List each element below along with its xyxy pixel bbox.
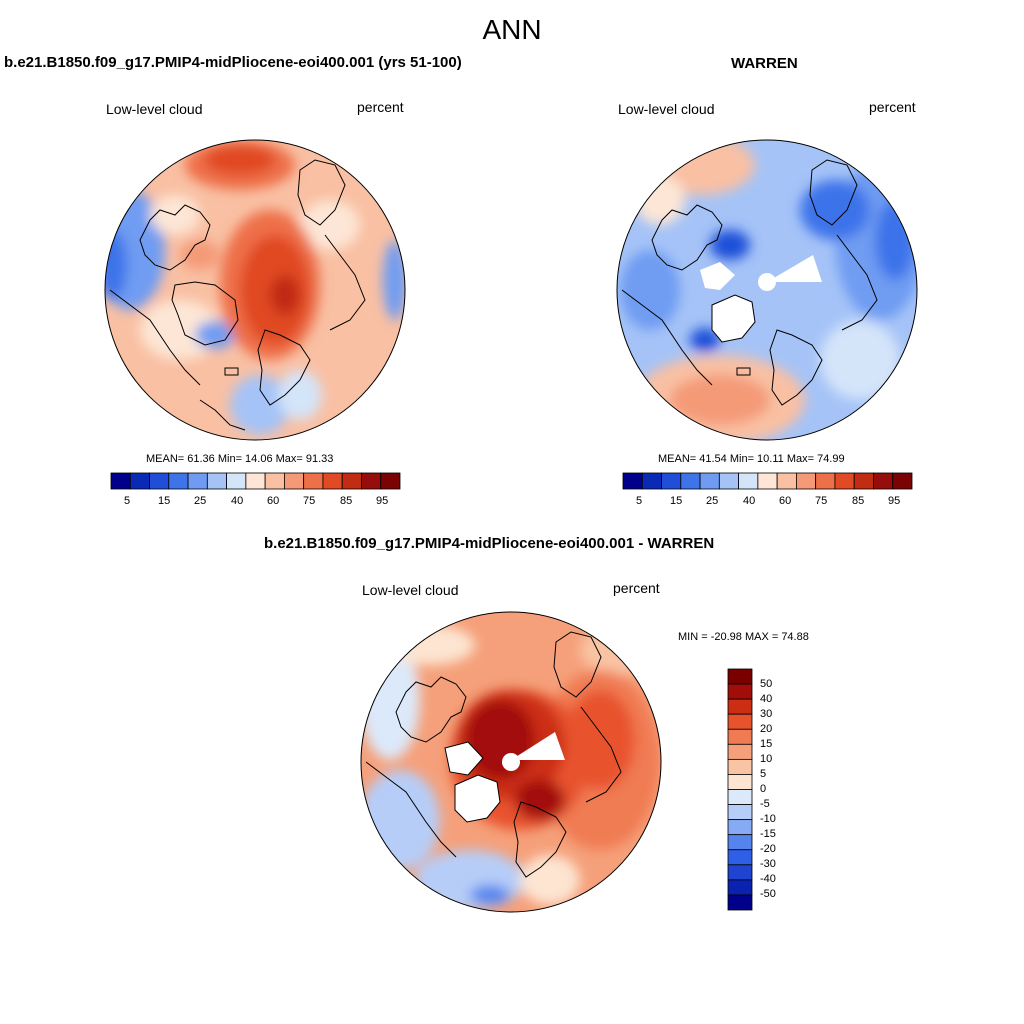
colorbar-tick: 75 xyxy=(303,495,316,507)
colorbar-tick: 5 xyxy=(760,768,767,780)
colorbar-swatch xyxy=(245,472,266,490)
colorbar-swatch xyxy=(380,472,401,490)
colorbar-tick: -50 xyxy=(760,888,776,900)
colorbar-swatch xyxy=(727,668,753,685)
colorbar-tick: -5 xyxy=(760,798,770,810)
colorbar-tick: 15 xyxy=(670,495,683,507)
panel1-title: b.e21.B1850.f09_g17.PMIP4-midPliocene-eo… xyxy=(4,54,462,71)
colorbar-swatch xyxy=(661,472,682,490)
colorbar-swatch xyxy=(264,472,285,490)
colorbar-swatch xyxy=(727,774,753,790)
panel1-map xyxy=(104,139,406,441)
panel3-map xyxy=(360,611,662,913)
colorbar-swatch xyxy=(727,879,753,896)
colorbar-swatch xyxy=(834,472,855,490)
colorbar-swatch xyxy=(727,683,753,700)
colorbar-tick: -30 xyxy=(760,858,776,870)
colorbar-tick: 40 xyxy=(743,495,756,507)
colorbar-swatch xyxy=(727,834,753,851)
panel1-variable-label: Low-level cloud xyxy=(106,101,203,117)
panel3-minmax: MIN = -20.98 MAX = 74.88 xyxy=(678,631,809,643)
colorbar-swatch xyxy=(727,849,753,866)
colorbar-tick: 25 xyxy=(194,495,207,507)
colorbar-swatch xyxy=(776,472,797,490)
panel3-title: b.e21.B1850.f09_g17.PMIP4-midPliocene-eo… xyxy=(264,535,715,552)
colorbar-tick: 15 xyxy=(760,738,773,750)
colorbar-swatch xyxy=(727,819,753,836)
colorbar-swatch xyxy=(727,804,753,821)
colorbar-swatch xyxy=(226,472,247,490)
colorbar-swatch xyxy=(322,472,343,490)
colorbar-tick: 40 xyxy=(231,495,244,507)
colorbar-tick: 30 xyxy=(760,708,773,720)
colorbar-swatch xyxy=(303,472,324,490)
colorbar-tick: 95 xyxy=(888,495,901,507)
colorbar-tick: 40 xyxy=(760,693,773,705)
panel1-stats: MEAN= 61.36 Min= 14.06 Max= 91.33 xyxy=(146,453,334,465)
panel1-units-label: percent xyxy=(357,99,404,115)
colorbar-tick: -10 xyxy=(760,813,776,825)
colorbar-swatch xyxy=(892,472,913,490)
colorbar-tick: 95 xyxy=(376,495,389,507)
colorbar-swatch xyxy=(718,472,739,490)
panel3-colorbar xyxy=(727,668,753,911)
colorbar-swatch xyxy=(361,472,382,490)
colorbar-swatch xyxy=(815,472,836,490)
colorbar-swatch xyxy=(727,743,753,760)
panel2-stats: MEAN= 41.54 Min= 10.11 Max= 74.99 xyxy=(658,453,845,465)
colorbar-swatch xyxy=(168,472,189,490)
colorbar-swatch xyxy=(727,698,753,715)
colorbar-swatch xyxy=(622,472,643,490)
colorbar-swatch xyxy=(727,864,753,881)
colorbar-swatch xyxy=(727,728,753,745)
panel3-units-label: percent xyxy=(613,580,660,596)
panel2-map xyxy=(616,139,918,441)
colorbar-swatch xyxy=(641,472,662,490)
colorbar-tick: 60 xyxy=(267,495,280,507)
colorbar-tick: -40 xyxy=(760,873,776,885)
panel1-colorbar xyxy=(110,472,401,490)
colorbar-tick: 50 xyxy=(760,678,773,690)
colorbar-tick: 15 xyxy=(158,495,171,507)
colorbar-tick: 5 xyxy=(636,495,643,507)
colorbar-tick: 75 xyxy=(815,495,828,507)
colorbar-tick: 0 xyxy=(760,783,767,795)
panel2-title: WARREN xyxy=(731,55,798,72)
colorbar-tick: 85 xyxy=(852,495,865,507)
colorbar-swatch xyxy=(283,472,305,490)
colorbar-swatch xyxy=(727,758,753,775)
colorbar-tick: 25 xyxy=(706,495,719,507)
colorbar-tick: -20 xyxy=(760,843,776,855)
colorbar-tick: 20 xyxy=(760,723,773,735)
colorbar-tick: 10 xyxy=(760,753,773,765)
colorbar-swatch xyxy=(727,789,753,805)
panel2-units-label: percent xyxy=(869,99,916,115)
colorbar-tick: -15 xyxy=(760,828,776,840)
colorbar-swatch xyxy=(187,472,208,490)
colorbar-swatch xyxy=(873,472,894,490)
colorbar-swatch xyxy=(757,472,778,490)
colorbar-tick: 5 xyxy=(124,495,131,507)
colorbar-swatch xyxy=(796,472,817,490)
colorbar-swatch xyxy=(129,472,150,490)
colorbar-swatch xyxy=(853,472,874,490)
page-title: ANN xyxy=(482,14,542,45)
colorbar-swatch xyxy=(727,713,753,730)
colorbar-swatch xyxy=(680,472,701,490)
colorbar-swatch xyxy=(206,472,227,490)
colorbar-swatch xyxy=(738,472,759,490)
panel2-variable-label: Low-level cloud xyxy=(618,101,715,117)
colorbar-swatch xyxy=(110,472,131,490)
colorbar-tick: 85 xyxy=(340,495,353,507)
colorbar-swatch xyxy=(699,472,720,490)
colorbar-swatch xyxy=(727,894,753,911)
colorbar-tick: 60 xyxy=(779,495,792,507)
panel2-colorbar xyxy=(622,472,913,490)
colorbar-swatch xyxy=(149,472,170,490)
panel3-variable-label: Low-level cloud xyxy=(362,582,459,598)
colorbar-swatch xyxy=(341,472,362,490)
